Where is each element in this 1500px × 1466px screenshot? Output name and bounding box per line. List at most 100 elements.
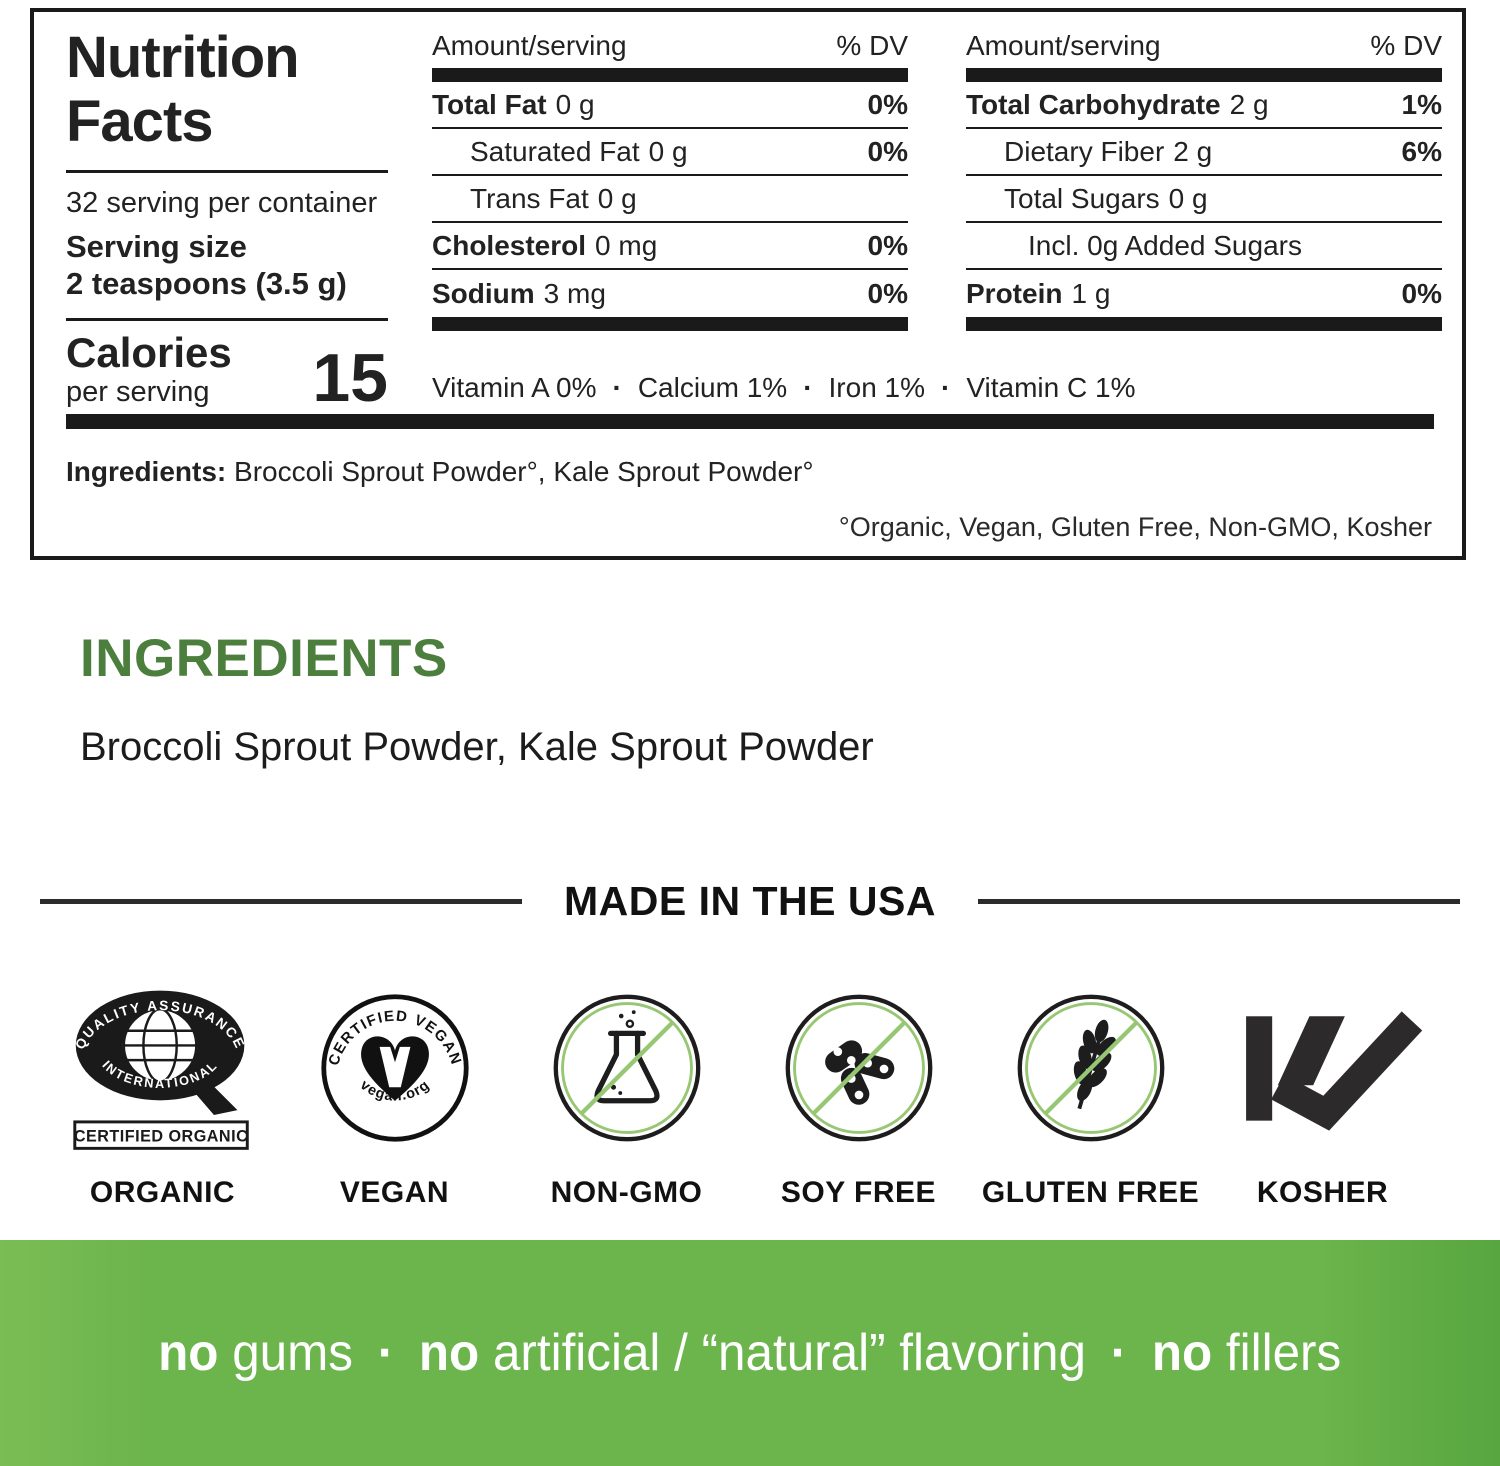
calcium: Calcium 1%	[637, 372, 788, 403]
nutrient-row-saturated-fat: Saturated Fat 0 g 0%	[432, 129, 908, 176]
nutrient-amount: 2 g	[1173, 135, 1213, 167]
badge-label-kosher: KOSHER	[1256, 1176, 1389, 1209]
nutrition-summary-column: Nutrition Facts 32 serving per container…	[66, 26, 388, 416]
ingredients-line: Ingredients: Broccoli Sprout Powder°, Ka…	[66, 456, 814, 488]
nutrient-amount: 0 g	[597, 182, 637, 214]
divider	[66, 170, 388, 173]
badge-soy-free: SOY FREE	[751, 982, 966, 1210]
ingredients-text: Broccoli Sprout Powder, Kale Sprout Powd…	[80, 725, 874, 769]
nutrient-row-total-sugars: Total Sugars 0 g	[966, 176, 1442, 223]
nutrient-amount: 3 mg	[543, 277, 606, 309]
servings-per-container: 32 serving per container	[66, 187, 378, 219]
vitamin-a: Vitamin A 0%	[432, 372, 597, 403]
badge-label-gluten-free: GLUTEN FREE	[981, 1176, 1200, 1209]
calories-row: Calories per serving 15	[66, 331, 388, 416]
nutrient-amount: 0 g	[1168, 182, 1208, 214]
nutrient-row-total-carbohydrate: Total Carbohydrate 2 g 1%	[966, 82, 1442, 129]
divider-line	[977, 899, 1460, 904]
qai-certified-organic-seal-icon: QUALITY ASSURANCE INTERNATIONAL CERTIFIE…	[65, 982, 261, 1154]
ingredients-heading: INGREDIENTS	[80, 629, 448, 688]
divider-line	[40, 899, 523, 904]
nutrient-name: Total Carbohydrate	[966, 88, 1221, 120]
separator-dot: ·	[612, 372, 622, 403]
nutrient-dv: 0%	[867, 135, 908, 167]
thick-divider	[432, 68, 908, 82]
amount-serving-header: Amount/serving	[432, 30, 627, 61]
separator-dot: ·	[1111, 1324, 1128, 1382]
nutrient-name: Saturated Fat	[470, 135, 640, 167]
nutrient-amount: 1 g	[1071, 277, 1111, 309]
claim-rest-3: fillers	[1212, 1324, 1342, 1382]
ingredients-label: Ingredients:	[66, 456, 227, 487]
no-gluten-wheat-icon	[1014, 982, 1168, 1154]
badge-kosher: KOSHER	[1215, 982, 1430, 1210]
nutrient-row-dietary-fiber: Dietary Fiber 2 g 6%	[966, 129, 1442, 176]
claim-no-1: no	[158, 1324, 219, 1382]
thick-divider	[432, 317, 908, 331]
amount-serving-header: Amount/serving	[966, 30, 1161, 61]
nutrient-name: Total Sugars	[1004, 182, 1160, 214]
ingredients-value: Broccoli Sprout Powder°, Kale Sprout Pow…	[226, 456, 814, 487]
nutrient-dv: 6%	[1401, 135, 1442, 167]
separator-dot: ·	[378, 1324, 395, 1382]
certified-vegan-seal-icon: CERTIFIED VEGAN vegan.org	[318, 982, 472, 1154]
claims-banner-text: no gums · no artificial / “natural” flavor…	[158, 1323, 1341, 1383]
claim-rest-1: gums	[218, 1324, 354, 1382]
thick-divider	[966, 317, 1442, 331]
dv-header: % DV	[836, 30, 908, 61]
iron: Iron 1%	[828, 372, 926, 403]
nutrient-name: Trans Fat	[470, 182, 589, 214]
nutrient-dv: 1%	[1401, 88, 1442, 120]
nutrient-name: Total Fat	[432, 88, 547, 120]
nutrient-name: Dietary Fiber	[1004, 135, 1165, 167]
badge-organic: QUALITY ASSURANCE INTERNATIONAL CERTIFIE…	[55, 982, 270, 1210]
nutrient-name: Cholesterol	[432, 229, 587, 261]
serving-size-value: 2 teaspoons (3.5 g)	[66, 266, 347, 301]
thick-divider	[966, 68, 1442, 82]
kv-kosher-mark-icon	[1220, 982, 1425, 1154]
badge-label-soy-free: SOY FREE	[780, 1176, 937, 1209]
badge-gluten-free: GLUTEN FREE	[981, 982, 1200, 1210]
nutrient-amount: 0 g	[648, 135, 688, 167]
nutrient-dv: 0%	[867, 277, 908, 309]
made-in-usa-text: MADE IN THE USA	[564, 878, 936, 924]
nutrient-dv: 0%	[867, 88, 908, 120]
claim-no-3: no	[1152, 1324, 1213, 1382]
nutrient-row-cholesterol: Cholesterol 0 mg 0%	[432, 223, 908, 270]
nutrient-name: Protein	[966, 277, 1063, 309]
nutrient-name: Sodium	[432, 277, 535, 309]
certification-badges-row: QUALITY ASSURANCE INTERNATIONAL CERTIFIE…	[55, 982, 1430, 1210]
nutrient-amount: 0 mg	[595, 229, 658, 261]
nutrient-name: Incl. 0g Added Sugars	[1028, 229, 1302, 261]
claim-no-2: no	[419, 1324, 480, 1382]
calories-label-block: Calories per serving	[66, 331, 232, 409]
certified-organic-box-text: CERTIFIED ORGANIC	[73, 1128, 247, 1146]
ingredients-section: INGREDIENTS Broccoli Sprout Powder, Kale…	[80, 628, 874, 770]
made-in-usa-divider: MADE IN THE USA	[40, 878, 1460, 925]
vitamin-c: Vitamin C 1%	[966, 372, 1136, 403]
nutrition-facts-panel: Nutrition Facts 32 serving per container…	[30, 8, 1466, 560]
nutrient-dv: 0%	[867, 229, 908, 261]
nutrient-row-trans-fat: Trans Fat 0 g	[432, 176, 908, 223]
calories-value: 15	[312, 340, 388, 416]
nutrient-amount: 2 g	[1229, 88, 1269, 120]
divider	[66, 318, 388, 321]
calories-label: Calories	[66, 329, 232, 376]
claims-banner: no gums · no artificial / “natural” flavor…	[0, 1240, 1500, 1466]
badge-vegan: CERTIFIED VEGAN vegan.org VEGAN	[287, 982, 502, 1210]
dv-header: % DV	[1370, 30, 1442, 61]
certifications-footnote: °Organic, Vegan, Gluten Free, Non-GMO, K…	[838, 512, 1432, 542]
nutrient-row-protein: Protein 1 g 0%	[966, 270, 1442, 317]
badge-label-organic: ORGANIC	[89, 1176, 236, 1209]
separator-dot: ·	[941, 372, 951, 403]
nutrient-row-sodium: Sodium 3 mg 0%	[432, 270, 908, 317]
vitamins-line: Vitamin A 0% · Calcium 1% · Iron 1% · Vitamin …	[432, 372, 1136, 404]
thick-divider-full	[66, 414, 1434, 429]
no-gmo-flask-icon	[550, 982, 704, 1154]
calories-sublabel: per serving	[66, 376, 210, 408]
badge-non-gmo: NON-GMO	[519, 982, 734, 1210]
column-header: Amount/serving % DV	[432, 26, 908, 68]
nutrient-row-added-sugars: Incl. 0g Added Sugars	[966, 223, 1442, 270]
claim-rest-2: artificial / “natural” flavoring	[479, 1324, 1087, 1382]
